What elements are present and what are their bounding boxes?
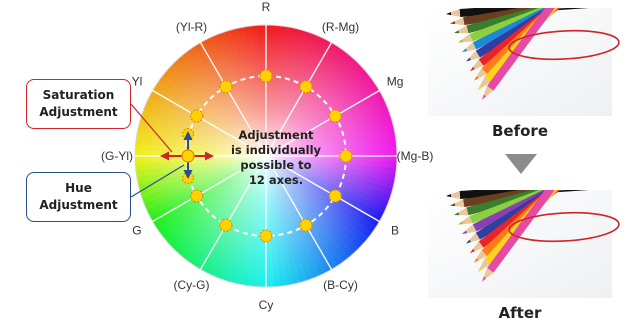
- hue-callout-line-1: Hue: [65, 181, 92, 195]
- axis-adjustment-point: [328, 109, 342, 123]
- center-text-line-2: is individually: [231, 143, 322, 157]
- adjustment-points: [181, 69, 353, 243]
- saturation-leader: [130, 103, 173, 153]
- axis-label: (Mg-B): [397, 149, 434, 163]
- axis-adjustment-point: [259, 69, 273, 83]
- saturation-callout-line-1: Saturation: [42, 88, 115, 102]
- axis-labels: R (R-Mg) Mg (Mg-B) B (B-Cy) Cy (Cy-G) G (G-Yl) Yl (…: [101, 0, 433, 312]
- after-highlight-ring: [508, 211, 620, 243]
- axis-label: (Cy-G): [174, 278, 210, 292]
- axis-adjustment-point: [219, 218, 233, 232]
- selected-point: [181, 149, 195, 163]
- color-wheel: R (R-Mg) Mg (Mg-B) B (B-Cy) Cy (Cy-G) G (G-Yl) Yl (…: [101, 0, 433, 312]
- axis-adjustment-point: [219, 80, 233, 94]
- before-photo: [428, 8, 620, 116]
- axis-adjustment-point: [190, 189, 204, 203]
- before-label: Before: [491, 122, 548, 140]
- pencil: [482, 8, 595, 100]
- axis-label: (Yl-R): [176, 20, 207, 34]
- axis-label: Cy: [259, 298, 274, 312]
- axis-spoke: [199, 42, 267, 157]
- axis-adjustment-point: [299, 80, 313, 94]
- hue-callout-line-2: Adjustment: [39, 198, 118, 212]
- down-arrow-icon: [505, 154, 537, 174]
- axis-label: B: [391, 224, 399, 238]
- axis-label: (R-Mg): [322, 20, 359, 34]
- axis-spoke: [199, 155, 267, 270]
- center-text-line-1: Adjustment: [238, 128, 314, 142]
- hue-adjustment-callout: Hue Adjustment: [26, 172, 131, 222]
- axis-label: (B-Cy): [323, 278, 358, 292]
- before-highlight-ring: [508, 29, 620, 61]
- hue-leader: [130, 164, 185, 198]
- axis-spoke: [265, 42, 333, 157]
- axis-label: Mg: [387, 75, 404, 89]
- axis-spoke: [152, 155, 267, 223]
- axis-spoke: [265, 89, 380, 157]
- axis-adjustment-point: [339, 149, 353, 163]
- pencil: [482, 190, 595, 282]
- axis-spoke: [265, 155, 333, 270]
- axis-label: G: [132, 224, 141, 238]
- saturation-adjustment-callout: Saturation Adjustment: [26, 79, 131, 129]
- axis-label: R: [262, 0, 271, 14]
- center-text-line-4: 12 axes.: [249, 173, 303, 187]
- center-text-line-3: possible to: [240, 158, 311, 172]
- axis-spokes: [135, 25, 397, 287]
- saturation-callout-line-2: Adjustment: [39, 105, 118, 119]
- after-photo: [428, 190, 620, 298]
- axis-label: Yl: [132, 75, 143, 89]
- axis-adjustment-point: [299, 218, 313, 232]
- axis-spoke: [152, 89, 267, 157]
- after-label: After: [498, 304, 542, 322]
- axis-adjustment-point: [190, 109, 204, 123]
- axis-adjustment-point: [259, 229, 273, 243]
- axis-label: (G-Yl): [101, 149, 133, 163]
- axis-adjustment-point: [328, 189, 342, 203]
- axis-spoke: [265, 155, 380, 223]
